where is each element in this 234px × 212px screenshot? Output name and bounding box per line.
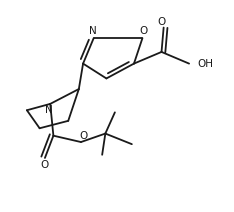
Text: O: O bbox=[157, 17, 165, 27]
Text: O: O bbox=[79, 131, 87, 141]
Text: O: O bbox=[40, 160, 49, 170]
Text: OH: OH bbox=[197, 59, 213, 69]
Text: N: N bbox=[89, 26, 96, 36]
Text: N: N bbox=[45, 105, 53, 115]
Text: O: O bbox=[139, 26, 148, 36]
